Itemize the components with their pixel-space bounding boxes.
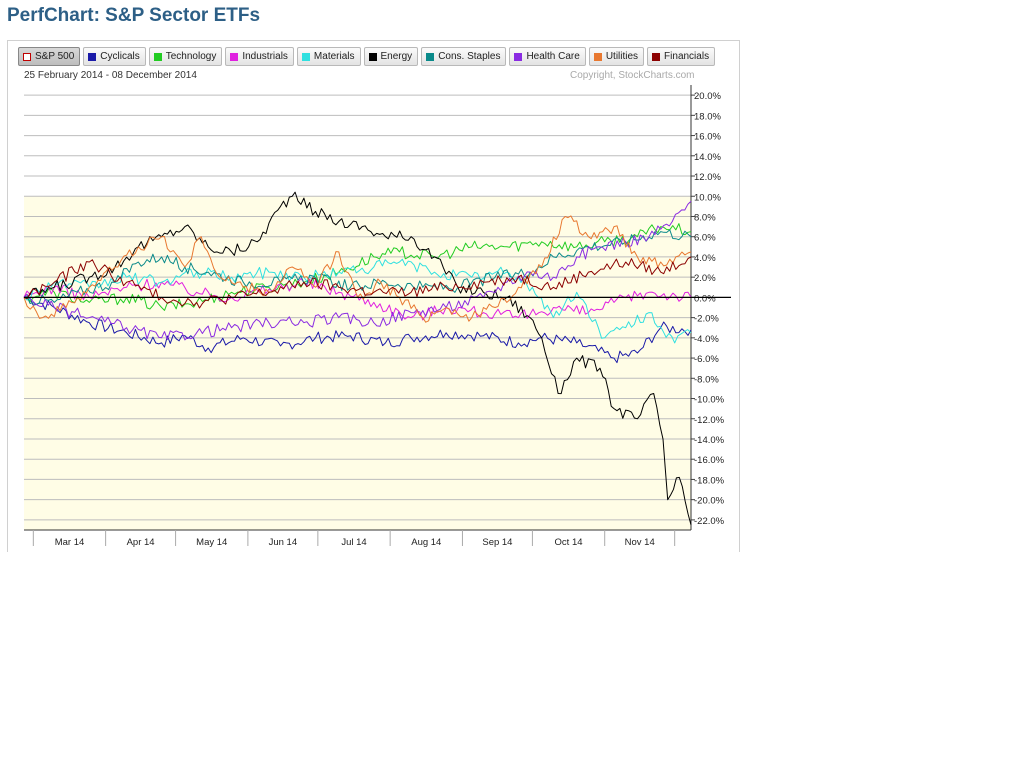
chart-frame: S&P 500 Cyclicals Technology Industrials Mat… [7, 40, 740, 552]
perf-chart: 20.0% 18.0% 16.0% 14.0% 12.0% 10.0% 8.0% 6.0% 4.… [23, 85, 731, 548]
legend-label: Energy [380, 51, 413, 62]
y-tick-label: 6.0% [694, 233, 716, 244]
legend-label: Financials [664, 51, 710, 62]
legend-button-cyclicals[interactable]: Cyclicals [83, 47, 146, 66]
y-tick-label: -18.0% [694, 475, 725, 486]
legend-label: S&P 500 [35, 51, 75, 62]
x-tick-label: Apr 14 [127, 537, 155, 548]
y-tick-label: -6.0% [694, 354, 719, 365]
legend-label: Cons. Staples [438, 51, 501, 62]
x-tick-label: Nov 14 [625, 537, 655, 548]
y-tick-label: 14.0% [694, 152, 721, 163]
legend-button-utilities[interactable]: Utilities [588, 47, 645, 66]
legend-swatch [301, 52, 310, 61]
legend-button-industrials[interactable]: Industrials [225, 47, 294, 66]
y-tick-label: 4.0% [694, 253, 716, 264]
y-tick-label: 0.0% [694, 293, 716, 304]
legend-button-financials[interactable]: Financials [647, 47, 716, 66]
y-tick-label: 20.0% [694, 91, 721, 102]
series-line-energy [23, 191, 692, 526]
legend-label: Industrials [242, 51, 288, 62]
y-tick-label: 18.0% [694, 111, 721, 122]
x-tick-label: Aug 14 [411, 537, 441, 548]
legend-button-technology[interactable]: Technology [148, 47, 223, 66]
x-tick-label: Jun 14 [269, 537, 298, 548]
x-tick-label: Jul 14 [341, 537, 366, 548]
legend-swatch [593, 52, 602, 61]
plot-background-lower [24, 196, 691, 530]
y-tick-label: 8.0% [694, 212, 716, 223]
legend-swatch [652, 52, 661, 61]
x-tick-label: Sep 14 [482, 537, 512, 548]
series-line-materials [23, 258, 692, 344]
legend-swatch [230, 52, 239, 61]
legend-label: Technology [165, 51, 217, 62]
legend-label: Materials [313, 51, 355, 62]
y-tick-label: -16.0% [694, 455, 725, 466]
x-tick-label: Mar 14 [55, 537, 85, 548]
legend-swatch [153, 52, 162, 61]
legend-button-energy[interactable]: Energy [363, 47, 419, 66]
legend-label: Cyclicals [100, 51, 140, 62]
legend-swatch [88, 52, 97, 61]
x-tick-label: Oct 14 [555, 537, 583, 548]
legend-label: Utilities [605, 51, 639, 62]
y-tick-label: -14.0% [694, 435, 725, 446]
legend-swatch [368, 52, 377, 61]
y-tick-label: 10.0% [694, 192, 721, 203]
legend-button-health-care[interactable]: Health Care [509, 47, 586, 66]
series-line-financials [23, 256, 692, 309]
y-tick-label: 2.0% [694, 273, 716, 284]
y-tick-label: -20.0% [694, 496, 725, 507]
series-line-health-care [23, 200, 692, 341]
legend-button-s-p-500[interactable]: S&P 500 [18, 47, 81, 66]
legend-button-cons-staples[interactable]: Cons. Staples [421, 47, 507, 66]
legend-swatch [514, 52, 523, 61]
series-line-utilities [23, 215, 692, 323]
page-title: PerfChart: S&P Sector ETFs [7, 5, 261, 26]
y-tick-label: -8.0% [694, 374, 719, 385]
legend-swatch [23, 52, 31, 61]
series-line-cyclicals [23, 296, 692, 364]
legend-button-materials[interactable]: Materials [296, 47, 361, 66]
y-tick-label: -4.0% [694, 334, 719, 345]
copyright-notice: Copyright, StockCharts.com [570, 70, 695, 81]
y-tick-label: 16.0% [694, 132, 721, 143]
date-range: 25 February 2014 - 08 December 2014 [24, 70, 197, 81]
legend-bar: S&P 500 Cyclicals Technology Industrials Mat… [18, 47, 716, 66]
y-tick-label: -12.0% [694, 415, 725, 426]
legend-swatch [426, 52, 435, 61]
y-tick-label: -2.0% [694, 314, 719, 325]
legend-label: Health Care [526, 51, 580, 62]
y-tick-label: -22.0% [694, 516, 725, 527]
plot-background-upper [24, 85, 691, 197]
y-tick-label: -10.0% [694, 395, 725, 406]
series-line-technology [23, 223, 692, 311]
series-line-cons-staples [23, 229, 692, 305]
y-tick-label: 12.0% [694, 172, 721, 183]
x-tick-label: May 14 [196, 537, 227, 548]
